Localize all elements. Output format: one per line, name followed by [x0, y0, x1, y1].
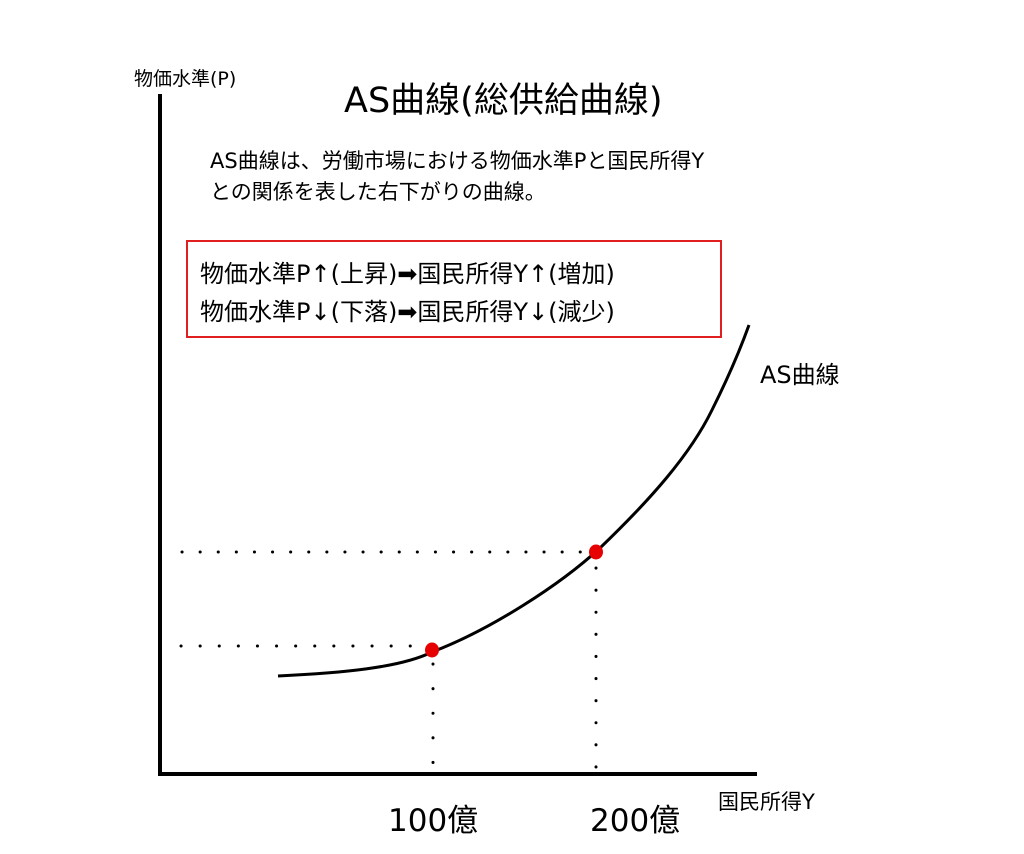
point-200 — [589, 544, 603, 560]
rule-price-down: 物価水準P↓(下落)➡国民所得Y↓(減少) — [200, 298, 615, 326]
y-axis-label: 物価水準(P) — [134, 68, 237, 90]
description-line-1: AS曲線は、労働市場における物価水準Pと国民所得Y — [210, 149, 705, 173]
as-curve — [277, 324, 751, 678]
curve-label: AS曲線 — [760, 361, 840, 389]
x-tick-100: 100億 — [388, 803, 479, 839]
point-100 — [425, 642, 439, 658]
rule-price-up: 物価水準P↑(上昇)➡国民所得Y↑(増加) — [200, 260, 615, 288]
description: AS曲線は、労働市場における物価水準Pと国民所得Y との関係を表した右下がりの曲… — [210, 146, 704, 208]
x-tick-200: 200億 — [590, 803, 681, 839]
x-axis-label: 国民所得Y — [718, 790, 815, 814]
description-line-2: との関係を表した右下がりの曲線。 — [210, 180, 546, 204]
page-title: AS曲線(総供給曲線) — [344, 81, 663, 121]
rules-box: 物価水準P↑(上昇)➡国民所得Y↑(増加) 物価水準P↓(下落)➡国民所得Y↓(… — [186, 240, 722, 338]
